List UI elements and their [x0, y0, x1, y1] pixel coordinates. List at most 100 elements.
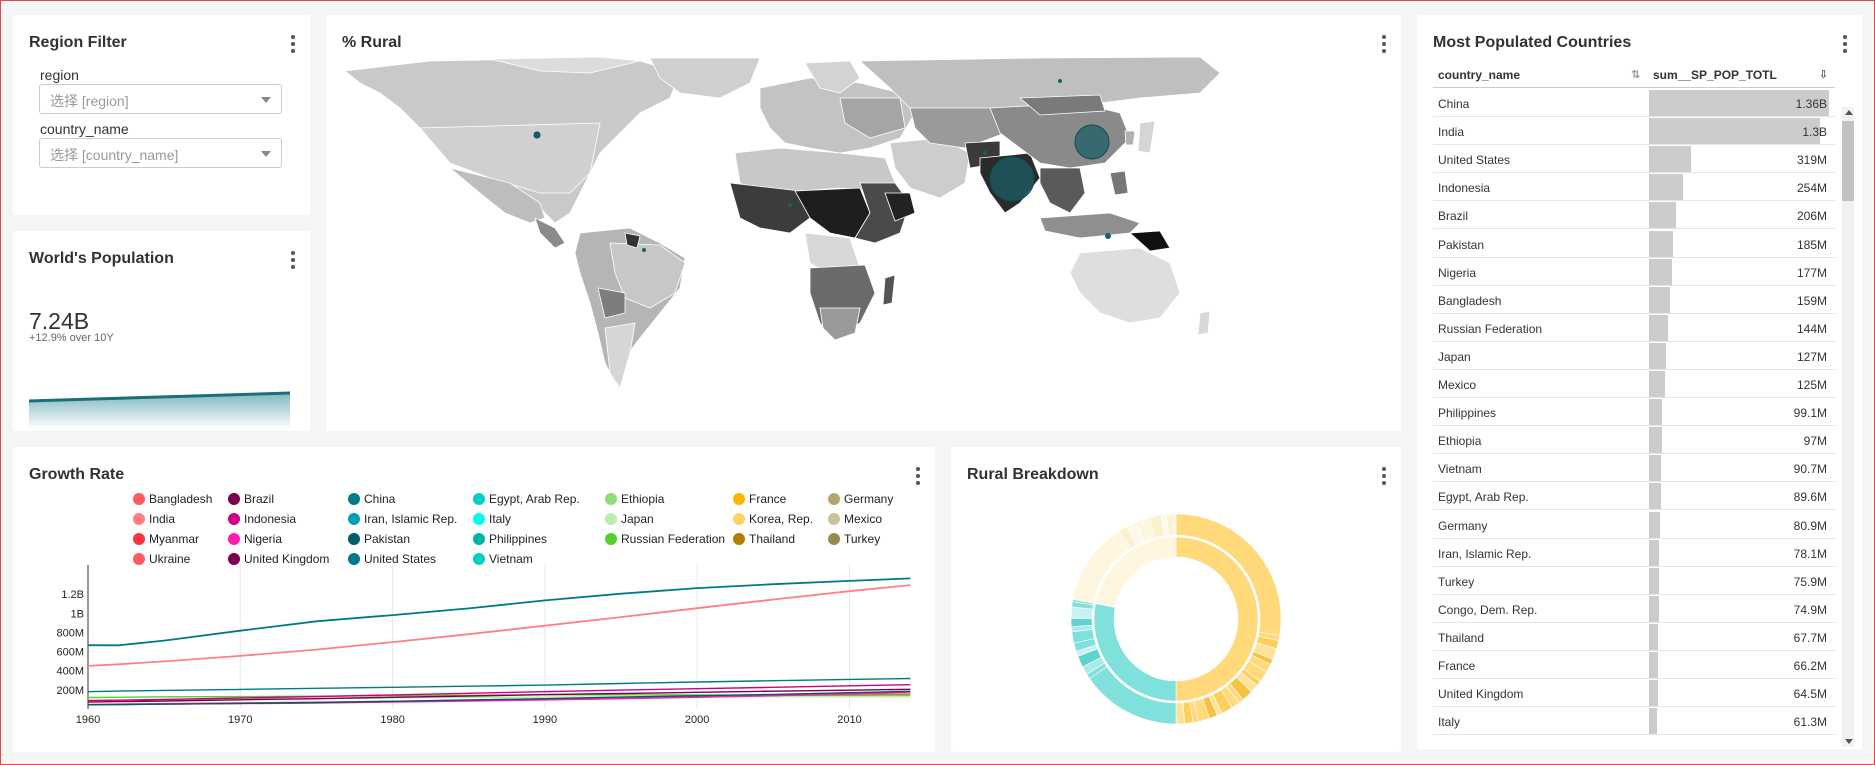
population-value-cell: 97M [1803, 434, 1827, 449]
population-value-cell: 159M [1796, 293, 1827, 308]
series-line [87, 688, 911, 703]
legend-item[interactable]: Brazil [228, 492, 274, 506]
table-scrollbar[interactable] [1842, 107, 1854, 747]
world-map[interactable] [340, 53, 1400, 433]
rural-breakdown-menu-icon[interactable] [1379, 467, 1389, 485]
legend-item[interactable]: Vietnam [473, 552, 533, 566]
population-value-cell: 125M [1796, 378, 1827, 392]
legend-item[interactable]: Indonesia [228, 512, 296, 526]
table-row: Congo, Dem. Rep. 74.9M [1433, 595, 1835, 623]
growth-rate-menu-icon[interactable] [913, 467, 923, 485]
map-australia [1069, 247, 1181, 324]
legend-dot [133, 533, 145, 545]
most-populated-card: Most Populated Countries country_name ⇅ … [1417, 15, 1862, 749]
table-row: Russian Federation 144M [1433, 314, 1835, 342]
y-tick-label: 1B [71, 608, 84, 620]
legend-item[interactable]: United States [348, 552, 436, 566]
rural-breakdown-title: Rural Breakdown [967, 466, 1099, 483]
column-header-population[interactable]: sum__SP_POP_TOTL [1653, 68, 1777, 82]
country-name-label: country_name [40, 121, 129, 137]
sunburst-segment [1070, 617, 1093, 627]
legend-item[interactable]: Turkey [828, 532, 880, 546]
population-value-cell: 99.1M [1793, 406, 1827, 421]
legend-item[interactable]: Korea, Rep. [733, 512, 813, 526]
legend-item[interactable]: Bangladesh [133, 492, 212, 506]
bubble-brazil [642, 248, 646, 252]
country-name-cell: Russian Federation [1438, 321, 1543, 336]
rural-breakdown-sunburst[interactable] [951, 447, 1401, 752]
scroll-up-icon[interactable] [1845, 110, 1853, 115]
legend-item[interactable]: Ethiopia [605, 492, 664, 506]
bubble-usa [533, 131, 541, 139]
legend-item[interactable]: Philippines [473, 532, 547, 546]
legend-label: Russian Federation [621, 532, 726, 546]
legend-item[interactable]: Myanmar [133, 532, 199, 546]
legend-dot [473, 493, 485, 505]
legend-item[interactable]: Iran, Islamic Rep. [348, 512, 457, 526]
y-tick-label: 1.2B [61, 589, 84, 601]
population-value-cell: 64.5M [1793, 687, 1827, 702]
table-row: Vietnam 90.7M [1433, 454, 1835, 483]
legend-dot [348, 493, 360, 505]
population-bar [1649, 455, 1661, 482]
map-greenland [649, 57, 761, 99]
legend-item[interactable]: Mexico [828, 512, 882, 526]
population-value-cell: 75.9M [1793, 574, 1827, 589]
world-population-menu-icon[interactable] [288, 251, 298, 269]
table-row: United States 319M [1433, 145, 1835, 174]
legend-item[interactable]: France [733, 492, 786, 506]
country-name-select[interactable]: 选择 [country_name] [39, 138, 282, 168]
sort-icon[interactable]: ⇅ [1631, 69, 1641, 81]
legend-item[interactable]: United Kingdom [228, 552, 329, 566]
bubble-nigeria [788, 203, 792, 207]
legend-item[interactable]: China [348, 492, 395, 506]
table-row: Indonesia 254M [1433, 173, 1835, 202]
chevron-down-icon [261, 97, 271, 103]
bubble-indonesia [1105, 233, 1111, 239]
population-bar [1649, 539, 1660, 566]
rural-breakdown-card: Rural Breakdown [951, 447, 1401, 752]
trend-area [29, 393, 290, 429]
population-bar [1649, 708, 1658, 735]
scroll-thumb[interactable] [1842, 121, 1854, 201]
legend-dot [228, 533, 240, 545]
sort-desc-icon[interactable]: ⇩ [1819, 69, 1829, 81]
rural-map-menu-icon[interactable] [1379, 35, 1389, 53]
column-header-country[interactable]: country_name [1438, 68, 1521, 82]
map-central-america [534, 217, 566, 249]
sunburst-segment [1175, 536, 1259, 702]
map-ethiopia [884, 192, 916, 222]
population-bar [1649, 230, 1674, 257]
chevron-down-icon [261, 151, 271, 157]
world-population-card: World's Population 7.24B +12.9% over 10Y [13, 231, 310, 431]
x-tick-label: 1960 [76, 714, 100, 726]
population-value-cell: 319M [1796, 153, 1827, 168]
bubble-india [989, 156, 1035, 202]
legend-item[interactable]: Nigeria [228, 532, 282, 546]
population-bar [1649, 623, 1658, 650]
legend-item[interactable]: Thailand [733, 532, 795, 546]
legend-item[interactable]: India [133, 512, 175, 526]
legend-item[interactable]: Germany [828, 492, 893, 506]
legend-item[interactable]: Russian Federation [605, 532, 725, 546]
legend-item[interactable]: Japan [605, 512, 654, 526]
map-new-zealand [1197, 310, 1211, 336]
legend-item[interactable]: Italy [473, 512, 511, 526]
region-filter-menu-icon[interactable] [288, 35, 298, 53]
table-row: Egypt, Arab Rep. 89.6M [1433, 482, 1835, 511]
country-name-cell: Thailand [1438, 630, 1485, 645]
region-placeholder: 选择 [region] [50, 93, 129, 109]
map-guyana [624, 232, 641, 249]
region-select[interactable]: 选择 [region] [39, 84, 282, 114]
most-populated-menu-icon[interactable] [1840, 35, 1850, 53]
world-population-change: +12.9% over 10Y [29, 332, 114, 344]
country-name-cell: Iran, Islamic Rep. [1438, 546, 1532, 561]
country-name-cell: Mexico [1438, 378, 1477, 392]
legend-item[interactable]: Egypt, Arab Rep. [473, 492, 580, 506]
x-tick-label: 2010 [837, 714, 861, 726]
legend-item[interactable]: Ukraine [133, 552, 190, 566]
map-mongolia [1018, 94, 1106, 116]
legend-label: Turkey [844, 532, 881, 546]
legend-item[interactable]: Pakistan [348, 532, 410, 546]
scroll-down-icon[interactable] [1845, 739, 1853, 744]
